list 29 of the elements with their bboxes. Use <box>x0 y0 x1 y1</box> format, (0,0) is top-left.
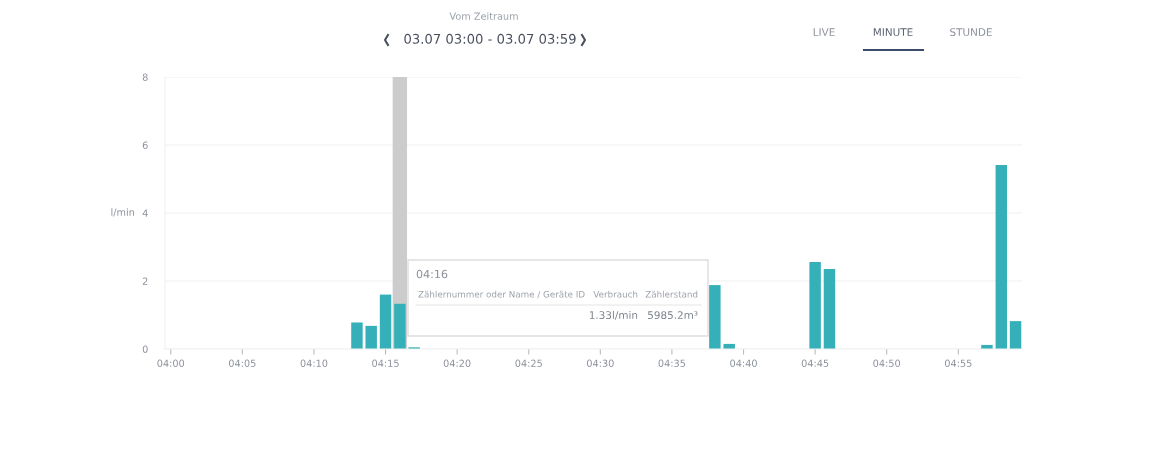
chart-subtitle: Vom Zeitraum <box>449 12 518 20</box>
x-tick-label: 04:55 <box>944 359 972 367</box>
x-tick-label: 04:50 <box>873 359 901 367</box>
x-tick-label: 04:20 <box>443 359 471 367</box>
annotation: Zählerstand <box>645 290 698 298</box>
x-tick-label: 04:35 <box>658 359 686 367</box>
x-tick-label: 04:30 <box>586 359 614 367</box>
y-axis-title: l/min <box>111 208 135 217</box>
annotation: 5985.2m³ <box>648 311 698 320</box>
y-tick-label: 2 <box>142 277 148 285</box>
text: MINUTE <box>873 28 913 37</box>
x-tick-label: 04:40 <box>730 359 757 367</box>
x-tick-label: 04:00 <box>157 359 185 367</box>
x-tick-label: 04:45 <box>801 359 829 367</box>
text: STUNDE <box>950 28 992 37</box>
y-tick-label: 0 <box>142 345 148 353</box>
annotation: Verbrauch <box>593 290 638 298</box>
y-tick-label: 6 <box>142 141 148 149</box>
annotation: 1.33l/min <box>589 310 638 320</box>
annotation: Zählernummer oder Name / Geräte ID <box>418 290 585 299</box>
x-tick-label: 04:10 <box>300 359 328 367</box>
y-tick-label: 8 <box>142 73 148 81</box>
text: LIVE <box>813 28 835 36</box>
x-tick-label: 04:15 <box>372 359 399 367</box>
x-tick-label: 04:25 <box>515 359 542 367</box>
chart-title: 03.07 03:00 - 03.07 03:59 <box>404 33 576 44</box>
x-tick-label: 04:05 <box>228 359 256 367</box>
annotation: 04:16 <box>416 269 448 279</box>
y-tick-label: 4 <box>142 209 148 217</box>
